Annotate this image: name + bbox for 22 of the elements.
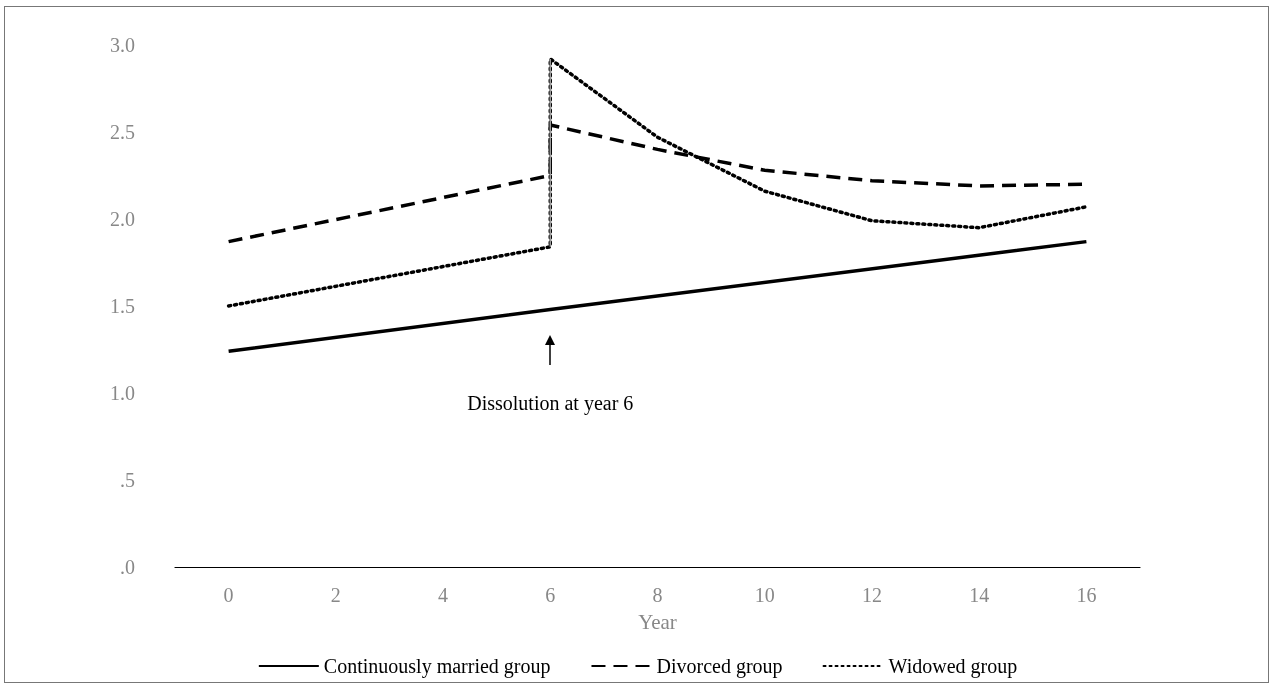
y-tick-label: .0 [120,556,135,578]
x-tick-label: 14 [969,584,990,606]
legend-label: Divorced group [656,655,783,678]
legend-label: Continuously married group [323,655,551,678]
y-tick-label: 1.0 [110,382,135,404]
x-tick-label: 2 [330,584,341,606]
x-tick-label: 0 [223,584,234,606]
y-tick-label: 2.0 [110,208,135,230]
x-tick-label: 10 [754,584,775,606]
x-tick-label: 4 [438,584,449,606]
y-tick-label: 1.5 [110,295,135,317]
x-tick-label: 16 [1076,584,1097,606]
x-axis-title: Year [638,609,677,634]
legend-label: Widowed group [888,655,1018,678]
x-tick-label: 12 [861,584,882,606]
y-tick-label: .5 [120,469,135,491]
x-tick-label: 8 [652,584,663,606]
annotation: Dissolution at year 6 [467,391,634,415]
x-tick-label: 6 [545,584,556,606]
y-tick-label: 3.0 [110,34,135,56]
y-tick-label: 2.5 [110,121,135,143]
line-series [226,57,1089,308]
